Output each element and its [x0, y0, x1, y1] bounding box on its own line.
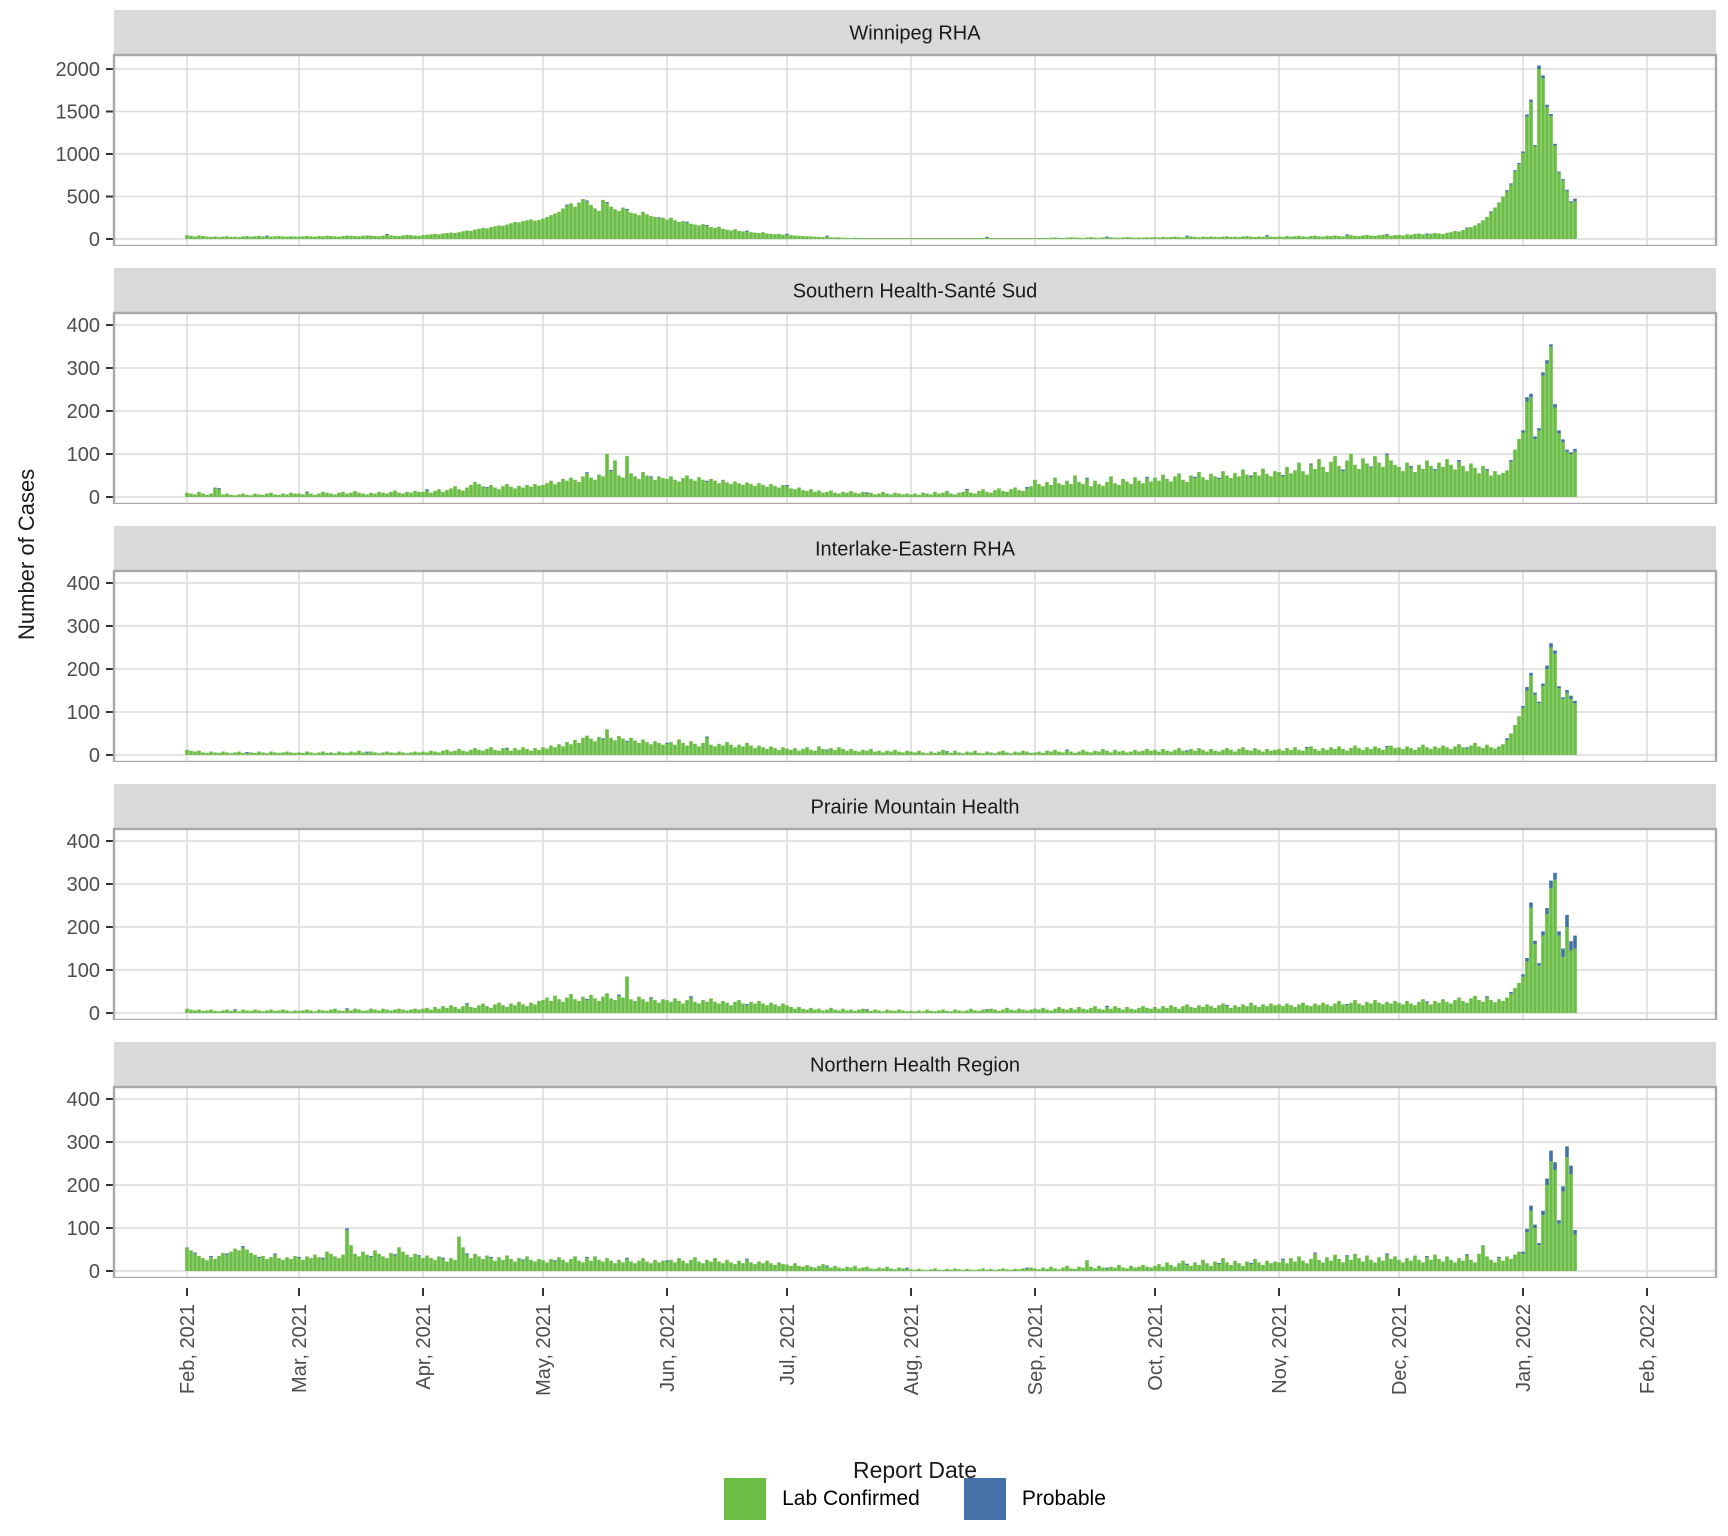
- y-tick-label: 100: [67, 444, 100, 466]
- facet-title: Prairie Mountain Health: [811, 797, 1020, 819]
- panel-border: [112, 311, 1718, 504]
- facet-title: Southern Health-Santé Sud: [793, 281, 1038, 303]
- bars-probable: [233, 872, 1577, 1011]
- facet-strip: [114, 526, 1716, 571]
- x-axis-title: Report Date: [853, 1457, 977, 1483]
- bars-lab-confirmed: [185, 346, 1577, 497]
- y-tick-label: 500: [67, 187, 100, 209]
- bars-lab-confirmed: [185, 1157, 1577, 1271]
- facet-panel-1: Winnipeg RHA 0 500 1000 1500 2000: [56, 10, 1718, 246]
- facet-panel-2: Southern Health-Santé Sud 0 100 200 300 400: [67, 268, 1718, 504]
- y-tick-label: 100: [67, 702, 100, 724]
- x-tick-label: Nov, 2021: [1269, 1304, 1291, 1394]
- legend-label: Probable: [1021, 1487, 1106, 1510]
- gridlines: [114, 55, 1716, 246]
- facet-title: Winnipeg RHA: [849, 23, 981, 45]
- y-axis-ticks: 0 100 200 300 400: [67, 1089, 114, 1278]
- x-tick-label: Apr, 2021: [413, 1304, 435, 1390]
- x-tick-label: Jan, 2022: [1513, 1304, 1535, 1392]
- panel-border: [112, 53, 1718, 246]
- x-tick-label: Mar, 2021: [289, 1304, 311, 1393]
- facet-strip: [114, 10, 1716, 55]
- y-tick-label: 100: [67, 1218, 100, 1240]
- gridlines: [114, 313, 1716, 504]
- x-tick-label: Feb, 2021: [177, 1304, 199, 1394]
- bars-probable: [193, 1146, 1577, 1269]
- panel-border: [112, 569, 1718, 762]
- gridlines: [114, 829, 1716, 1020]
- x-tick-label: May, 2021: [533, 1304, 555, 1396]
- panel-border: [112, 827, 1718, 1020]
- gridlines: [114, 571, 1716, 762]
- x-axis-svg: Feb, 2021 Mar, 2021 Apr, 2021 May, 2021 Jun,…: [177, 1288, 1659, 1483]
- panel-border: [112, 1085, 1718, 1278]
- y-axis-ticks: 0 500 1000 1500 2000: [56, 59, 114, 246]
- bars-probable: [265, 65, 1577, 238]
- facet-strip: [114, 268, 1716, 313]
- legend: Lab Confirmed Probable: [114, 1478, 1716, 1520]
- y-tick-label: 1500: [56, 102, 101, 124]
- y-tick-label: 1000: [56, 144, 101, 166]
- facet-title: Interlake-Eastern RHA: [815, 539, 1016, 561]
- y-tick-label: 0: [89, 1261, 100, 1278]
- y-axis-ticks: 0 100 200 300 400: [67, 831, 114, 1020]
- y-tick-label: 300: [67, 1132, 100, 1154]
- bars-lab-confirmed: [185, 69, 1577, 240]
- y-tick-label: 400: [67, 1089, 100, 1111]
- x-tick-label: Jun, 2021: [657, 1304, 679, 1392]
- facet-panel-3: Interlake-Eastern RHA 0 100 200 300 400: [67, 526, 1718, 762]
- facet-strip: [114, 784, 1716, 829]
- bars-probable: [245, 643, 1577, 754]
- y-tick-label: 200: [67, 659, 100, 681]
- x-tick-label: Aug, 2021: [901, 1304, 923, 1395]
- legend-label: Lab Confirmed: [782, 1487, 920, 1510]
- y-tick-label: 400: [67, 831, 100, 853]
- y-tick-label: 200: [67, 401, 100, 423]
- x-tick-label: Jul, 2021: [777, 1304, 799, 1385]
- bars-lab-confirmed: [185, 647, 1577, 755]
- y-tick-label: 0: [89, 229, 100, 246]
- x-axis: Feb, 2021 Mar, 2021 Apr, 2021 May, 2021 Jun,…: [0, 1288, 1728, 1493]
- bars-lab-confirmed: [185, 879, 1577, 1013]
- y-axis-ticks: 0 100 200 300 400: [67, 573, 114, 762]
- y-tick-label: 300: [67, 616, 100, 638]
- legend-item-probable: Probable: [963, 1478, 1106, 1520]
- y-tick-label: 2000: [56, 59, 101, 81]
- bars-probable: [217, 344, 1577, 494]
- y-tick-label: 200: [67, 917, 100, 939]
- facet-title: Northern Health Region: [810, 1055, 1020, 1077]
- y-tick-label: 0: [89, 487, 100, 504]
- x-tick-label: Oct, 2021: [1145, 1304, 1167, 1391]
- probable-swatch-icon: [963, 1478, 1006, 1520]
- facet-panel-5: Northern Health Region 0 100 200 300 400: [67, 1042, 1718, 1278]
- facet-panel-4: Prairie Mountain Health 0 100 200 300 400: [67, 784, 1718, 1020]
- gridlines: [114, 1087, 1716, 1278]
- x-tick-label: Sep, 2021: [1025, 1304, 1047, 1395]
- y-tick-label: 0: [89, 1003, 100, 1020]
- facet-strip: [114, 1042, 1716, 1087]
- x-tick-label: Dec, 2021: [1389, 1304, 1411, 1395]
- y-tick-label: 400: [67, 315, 100, 337]
- facet-panels: Winnipeg RHA 0 500 1000 1500 2000 Southern Hea…: [0, 10, 1728, 1300]
- y-tick-label: 200: [67, 1175, 100, 1197]
- lab-confirmed-swatch-icon: [724, 1478, 767, 1520]
- y-tick-label: 400: [67, 573, 100, 595]
- y-tick-label: 100: [67, 960, 100, 982]
- y-tick-label: 0: [89, 745, 100, 762]
- y-axis-ticks: 0 100 200 300 400: [67, 315, 114, 504]
- y-tick-label: 300: [67, 874, 100, 896]
- legend-item-lab-confirmed: Lab Confirmed: [724, 1478, 920, 1520]
- x-tick-label: Feb, 2022: [1637, 1304, 1659, 1394]
- y-tick-label: 300: [67, 358, 100, 380]
